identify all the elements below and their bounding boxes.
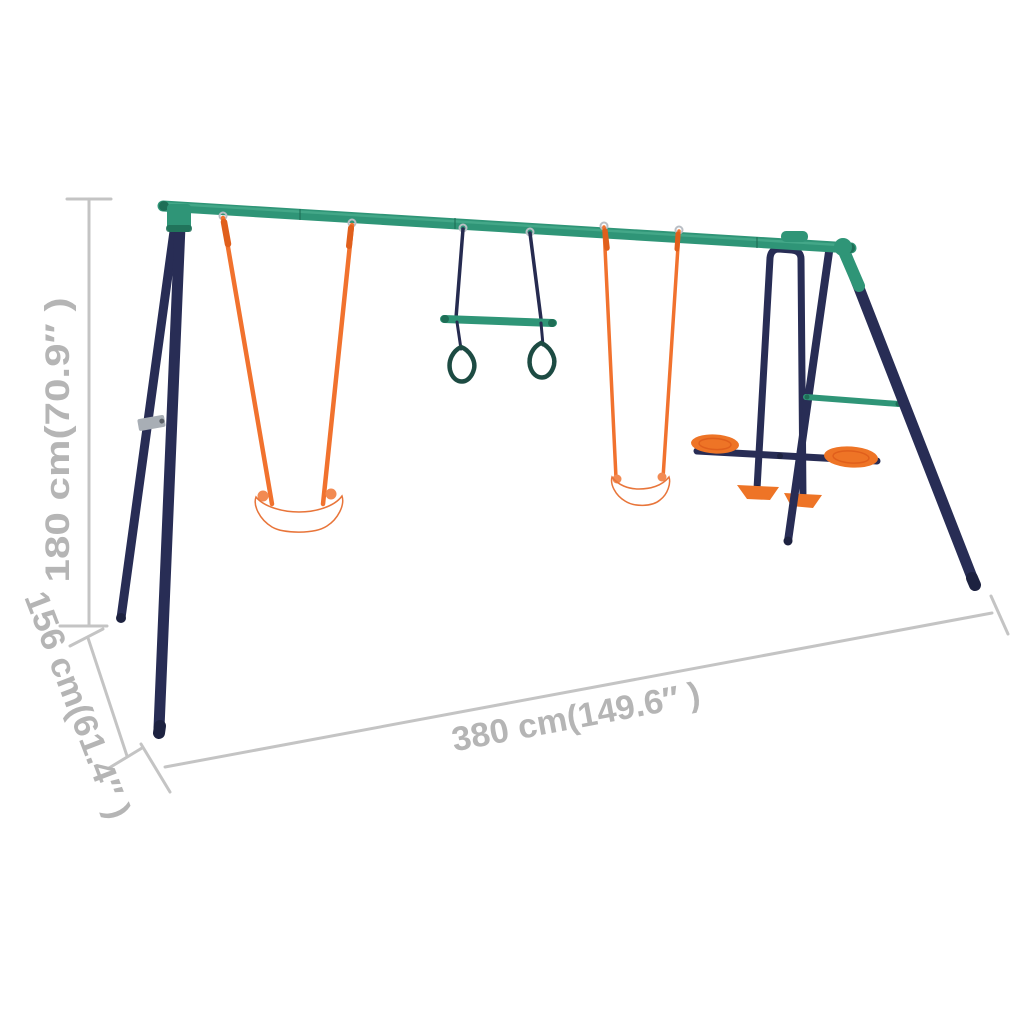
glider-seat-right — [824, 446, 878, 468]
cross-brace-tube — [803, 394, 902, 407]
trapeze-bar-cap-left — [441, 315, 449, 323]
dimension-height: 180 cm(70.9″ ) — [39, 197, 113, 628]
top-beam-highlight — [166, 202, 849, 247]
swing-right-rope-right — [661, 229, 681, 480]
swing-left-knot-right — [325, 488, 337, 500]
left-t-joint-collar — [166, 225, 192, 232]
swing-right-knot-right — [657, 472, 667, 482]
dimension-width-tick-right — [989, 594, 1010, 636]
top-beam — [157, 200, 857, 256]
dimension-depth-line — [86, 636, 129, 758]
swing-right-rope-coil-left — [602, 228, 610, 251]
right-front-leg — [837, 243, 981, 591]
glider-seat-right-ridge — [832, 450, 870, 464]
top-beam-tube — [157, 200, 857, 254]
glider-pivot-bolt — [777, 453, 783, 459]
swing-left-rope-left — [220, 215, 275, 507]
top-beam-endcap-left — [159, 201, 169, 211]
glider-hanger-bracket — [781, 231, 808, 242]
trapeze-ring-left — [447, 344, 477, 384]
swing-right-rope-coil-right — [674, 231, 681, 252]
trapeze-rope-left — [454, 227, 465, 320]
swing-left-knot-left — [257, 490, 269, 502]
glider-unit — [691, 245, 881, 508]
dimension-height-label: 180 cm(70.9″ ) — [39, 298, 77, 583]
trapeze-rope-right — [528, 231, 543, 321]
dimension-depth-tick-top — [68, 627, 105, 648]
trapeze — [440, 223, 557, 384]
glider-seat-right-pan — [824, 446, 878, 468]
dimension-width: 380 cm(149.6″ ) — [139, 594, 1010, 794]
trapeze-bar-cap-right — [548, 319, 556, 327]
right-front-leg-tube — [839, 246, 981, 591]
cross-brace-bolt-left — [804, 394, 810, 400]
swing-right-rope-left — [602, 225, 618, 480]
glider-seat-left — [691, 434, 739, 454]
dimension-depth-tick-bottom — [107, 746, 144, 770]
swing-left-rope-right — [320, 222, 355, 507]
swing-right — [599, 221, 684, 507]
swing-left-rope-coil-left — [220, 218, 232, 248]
leg-clamp-body — [137, 414, 166, 431]
right-front-leg-foot — [966, 572, 981, 591]
dimension-width-tick-left — [139, 742, 172, 794]
swing-right-seat — [610, 475, 671, 507]
left-front-leg-tube — [153, 220, 186, 734]
swing-left-rope-coil-right — [346, 225, 354, 249]
leg-clamp — [137, 414, 166, 431]
dimension-width-label: 380 cm(149.6″ ) — [449, 675, 704, 759]
swing-right-knot-left — [612, 474, 622, 484]
leg-clamp-bolt — [159, 418, 165, 424]
right-cross-brace — [803, 394, 902, 407]
glider-footrest-left — [737, 485, 779, 500]
right-rear-leg-foot — [783, 536, 793, 546]
trapeze-ring-right — [527, 340, 557, 380]
right-corner-joint — [834, 238, 852, 256]
swing-left — [218, 211, 357, 533]
left-rear-leg-foot — [116, 613, 126, 623]
dimension-width-line — [163, 611, 994, 769]
swing-left-seat — [254, 494, 344, 533]
left-rear-leg — [116, 219, 180, 623]
trapeze-bar — [440, 315, 557, 327]
left-front-leg-foot — [153, 720, 166, 739]
trapeze-strap-left — [455, 320, 463, 351]
glider-seat-left-ridge — [698, 437, 732, 451]
left-front-leg — [153, 220, 186, 739]
